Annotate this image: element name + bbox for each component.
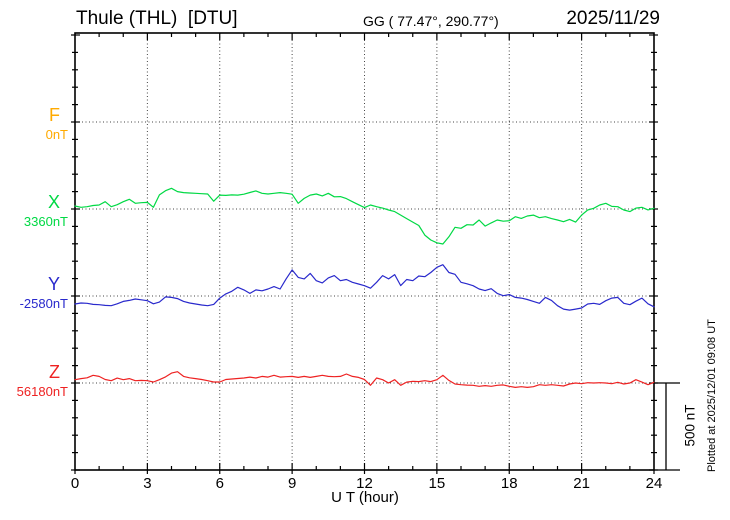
x-axis-label: U T (hour) bbox=[331, 489, 399, 506]
x-tick-label: 12 bbox=[356, 475, 373, 492]
plot-date: 2025/11/29 bbox=[566, 8, 660, 29]
component-letter-Y: Y bbox=[47, 274, 60, 294]
x-tick-label: 18 bbox=[500, 475, 518, 492]
component-letter-F: F bbox=[49, 105, 60, 125]
trace-Y bbox=[74, 264, 655, 311]
component-baseline-Y: -2580nT bbox=[19, 296, 68, 311]
component-baseline-Z: 56180nT bbox=[16, 384, 68, 399]
page-title: Thule (THL) [DTU] bbox=[76, 8, 238, 29]
plot-frame bbox=[74, 32, 655, 471]
component-label-F: F 0nT bbox=[0, 106, 70, 141]
trace-X bbox=[74, 187, 655, 245]
x-tick-label: 21 bbox=[573, 475, 590, 492]
component-letter-Z: Z bbox=[49, 362, 60, 382]
x-tick-label: 9 bbox=[287, 475, 297, 492]
station-coordinates: GG ( 77.47°, 290.77°) bbox=[363, 13, 499, 29]
plotted-at-note: Plotted at 2025/12/01 09:08 UT bbox=[706, 319, 718, 472]
x-tick-label: 24 bbox=[645, 475, 663, 492]
component-baseline-F: 0nT bbox=[45, 127, 68, 142]
component-label-Z: Z 56180nT bbox=[0, 363, 70, 398]
scale-bar-label: 500 nT bbox=[682, 404, 698, 447]
trace-Z bbox=[74, 371, 655, 388]
x-tick-label: 3 bbox=[143, 475, 152, 492]
x-tick-label: 0 bbox=[70, 475, 80, 492]
x-tick-label: 15 bbox=[428, 475, 446, 492]
component-label-X: X 3360nT bbox=[0, 193, 70, 228]
component-label-Y: Y -2580nT bbox=[0, 275, 70, 310]
component-letter-X: X bbox=[47, 192, 60, 212]
component-baseline-X: 3360nT bbox=[23, 214, 68, 229]
x-tick-label: 6 bbox=[215, 475, 224, 492]
